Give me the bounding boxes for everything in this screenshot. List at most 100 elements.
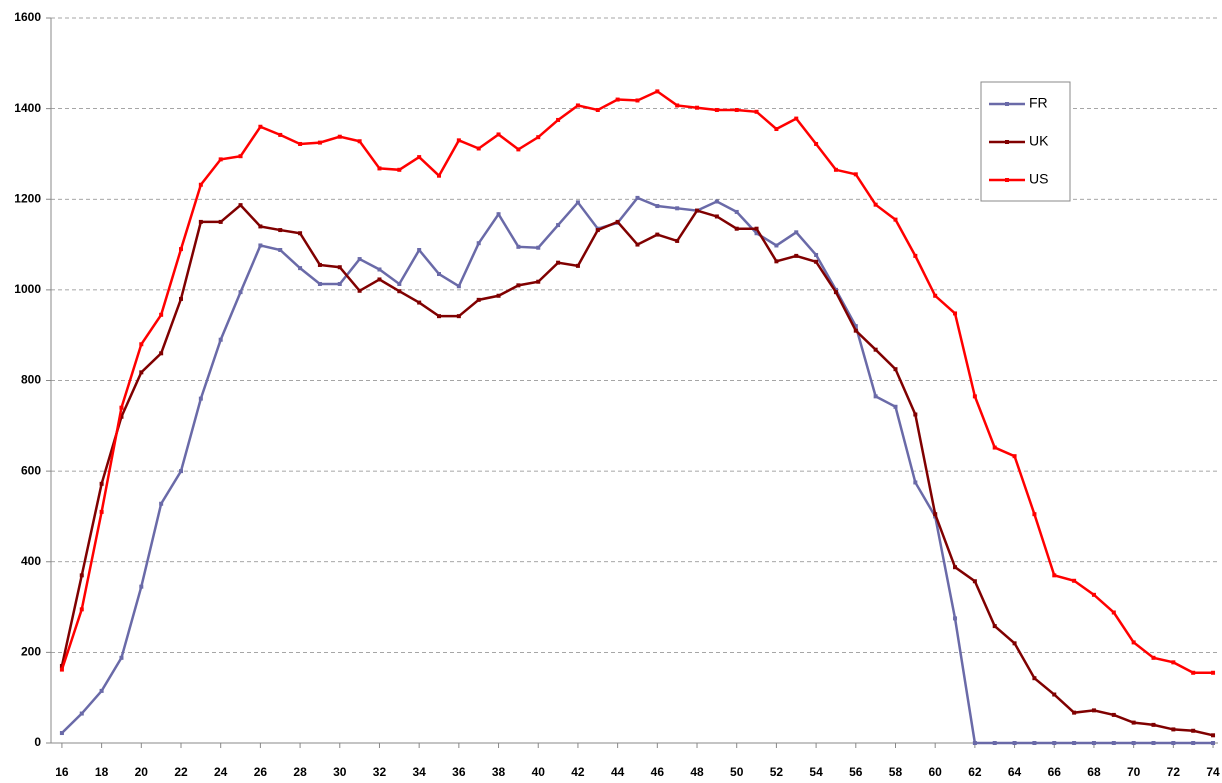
point-marker [1131,640,1136,645]
point-marker [814,259,819,264]
x-tick-label: 62 [968,765,982,779]
point-marker [953,616,958,621]
point-marker [972,741,977,745]
point-marker [178,247,183,252]
point-marker [238,203,243,208]
point-marker [536,279,541,284]
point-marker [655,204,660,209]
point-marker [853,172,858,177]
point-marker [953,311,958,316]
point-marker [456,314,461,319]
point-marker [456,138,461,143]
point-marker [714,107,719,112]
point-marker [655,232,660,237]
point-marker [437,173,442,178]
point-marker [178,469,183,474]
point-marker [516,147,521,152]
point-marker [1171,741,1176,745]
x-tick-label: 40 [532,765,546,779]
point-marker [1032,512,1037,517]
point-marker [794,253,799,258]
point-marker [139,370,144,375]
point-marker [119,405,124,410]
point-marker [1191,670,1196,675]
point-marker [774,127,779,132]
point-marker [655,89,660,94]
point-marker [397,281,402,286]
y-tick-label: 800 [21,373,41,387]
point-marker [1211,670,1216,675]
point-marker [1012,454,1017,459]
point-marker [139,584,144,589]
x-tick-label: 36 [452,765,466,779]
x-tick-label: 70 [1127,765,1141,779]
point-marker [218,219,223,224]
point-marker [595,228,600,233]
point-marker [159,312,164,317]
y-tick-label: 1400 [14,101,41,115]
point-marker [79,573,84,578]
x-tick-label: 74 [1206,765,1220,779]
point-marker [357,257,362,262]
point-marker [119,414,124,419]
y-tick-label: 1000 [14,282,41,296]
point-marker [456,284,461,289]
point-marker [99,509,104,514]
point-marker [972,579,977,584]
point-marker [992,445,997,450]
x-tick-label: 24 [214,765,228,779]
point-marker [794,230,799,235]
point-marker [278,132,283,137]
point-marker [159,351,164,356]
point-marker [933,512,938,517]
x-tick-label: 46 [651,765,665,779]
point-marker [536,135,541,140]
point-marker [417,248,422,252]
point-marker [159,501,164,506]
point-marker [635,195,640,200]
point-marker [913,480,918,485]
point-marker [357,139,362,144]
point-marker [99,688,104,693]
point-marker [298,266,303,271]
x-tick-label: 58 [889,765,903,779]
point-marker [79,711,84,716]
point-marker [516,244,521,249]
point-marker [873,202,878,207]
x-tick-label: 50 [730,765,744,779]
point-marker [814,252,819,257]
point-marker [397,289,402,294]
point-marker [1211,741,1216,745]
series-line [61,196,1214,745]
point-marker [1091,592,1096,597]
point-marker [695,208,700,213]
point-marker [754,109,759,114]
x-tick-label: 56 [849,765,863,779]
point-marker [734,226,739,231]
point-marker [1052,741,1057,745]
point-marker [1052,573,1057,578]
point-marker [1032,676,1037,681]
point-marker [1072,741,1077,745]
point-marker [873,394,878,399]
point-marker [377,166,382,171]
point-marker [238,154,243,159]
point-marker [298,231,303,236]
point-marker [1131,741,1136,745]
point-marker [337,265,342,270]
point-marker [1072,578,1077,583]
point-marker [913,253,918,258]
point-marker [1191,741,1196,745]
point-marker [1151,722,1156,727]
series-line [60,203,1214,737]
point-marker [774,243,779,248]
legend: FR UK US [980,81,1071,202]
point-marker [814,141,819,146]
point-marker [675,206,680,211]
x-tick-label: 38 [492,765,506,779]
point-marker [337,281,342,286]
point-marker [476,241,481,246]
point-marker [714,199,719,204]
point-marker [178,296,183,301]
x-tick-label: 30 [333,765,347,779]
